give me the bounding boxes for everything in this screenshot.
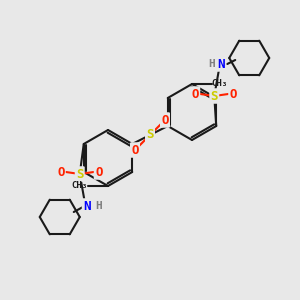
Text: O: O bbox=[230, 88, 237, 100]
Text: O: O bbox=[191, 88, 199, 100]
Text: S: S bbox=[211, 89, 218, 103]
Text: S: S bbox=[76, 167, 83, 181]
Text: O: O bbox=[161, 113, 169, 127]
Text: H: H bbox=[208, 59, 214, 69]
Text: O: O bbox=[95, 166, 103, 178]
Text: H: H bbox=[95, 201, 102, 211]
Text: O: O bbox=[131, 143, 139, 157]
Text: CH₃: CH₃ bbox=[71, 182, 87, 190]
Text: N: N bbox=[218, 58, 225, 70]
Text: O: O bbox=[57, 166, 64, 178]
Text: CH₃: CH₃ bbox=[211, 80, 227, 88]
Text: N: N bbox=[83, 200, 91, 212]
Text: S: S bbox=[146, 128, 154, 142]
